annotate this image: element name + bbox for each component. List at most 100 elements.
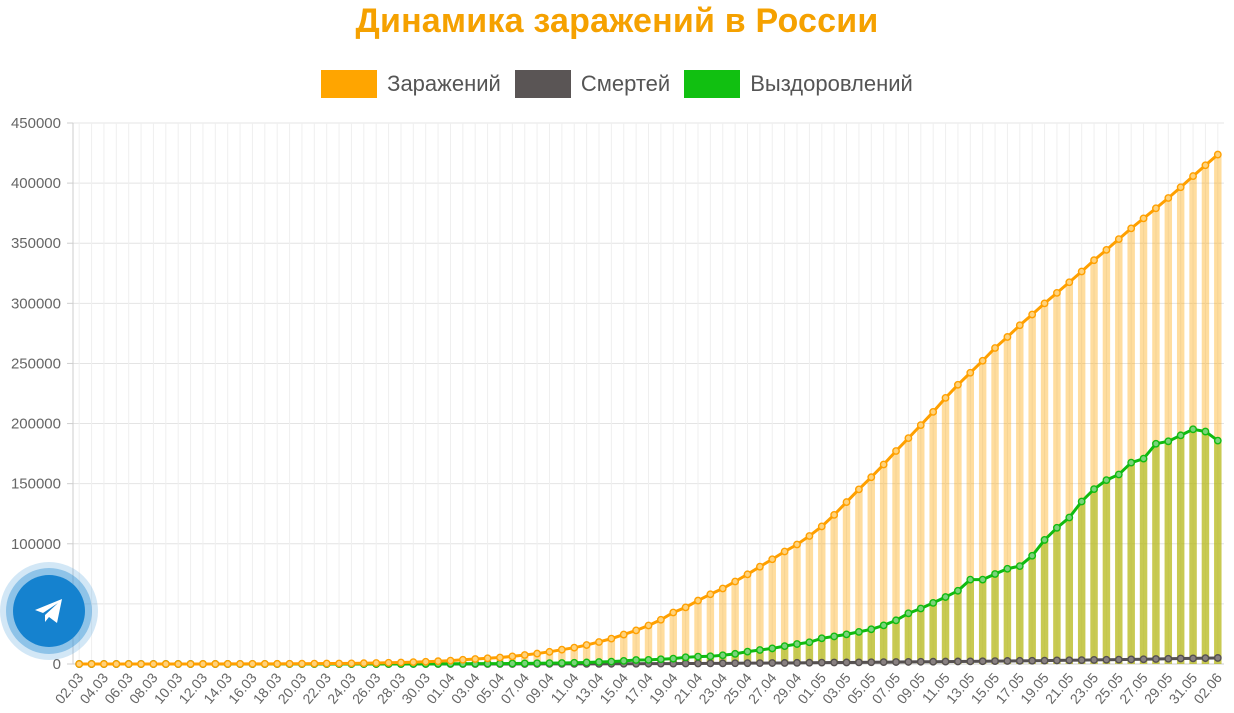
- point-recovered: [607, 657, 616, 666]
- point-infected: [161, 660, 170, 668]
- point-recovered: [805, 638, 814, 647]
- point-infected: [434, 657, 443, 666]
- point-infected: [681, 603, 690, 612]
- point-infected: [273, 659, 282, 668]
- point-infected: [978, 356, 987, 365]
- bar-infected: [966, 372, 974, 664]
- point-deaths: [1040, 656, 1049, 665]
- point-infected: [483, 654, 492, 663]
- bar-recovered: [805, 642, 814, 664]
- bar-infected: [1139, 218, 1148, 664]
- point-recovered: [867, 625, 876, 634]
- point-recovered: [929, 598, 938, 607]
- bar-infected: [632, 630, 640, 664]
- point-deaths: [879, 658, 888, 667]
- point-infected: [1077, 267, 1086, 276]
- point-recovered: [892, 616, 900, 625]
- bar-infected: [879, 464, 888, 664]
- bar-recovered: [904, 613, 913, 664]
- x-tick-label: 02.06: [1190, 669, 1225, 706]
- bar-recovered: [941, 597, 950, 664]
- point-infected: [446, 656, 455, 665]
- point-infected: [780, 547, 789, 556]
- legend-item-infected[interactable]: Заражений: [321, 70, 501, 98]
- point-recovered: [904, 609, 913, 618]
- bar-recovered: [756, 650, 764, 664]
- bar-infected: [1152, 208, 1160, 665]
- point-infected: [496, 653, 504, 662]
- legend-item-recovered[interactable]: Выздоровлений: [684, 70, 913, 98]
- point-deaths: [1053, 656, 1061, 665]
- point-infected: [260, 659, 269, 668]
- point-recovered: [681, 653, 690, 662]
- point-infected: [1015, 321, 1024, 330]
- point-infected: [817, 522, 826, 531]
- point-recovered: [941, 593, 950, 601]
- point-infected: [1040, 299, 1049, 308]
- bar-recovered: [780, 646, 789, 664]
- y-tick-label: 350000: [11, 235, 61, 252]
- point-deaths: [1077, 656, 1086, 664]
- bar-infected: [657, 619, 665, 664]
- point-infected: [1127, 224, 1136, 233]
- point-deaths: [941, 657, 950, 666]
- point-recovered: [1127, 458, 1136, 467]
- bar-infected: [780, 551, 789, 664]
- bar-infected: [743, 574, 752, 664]
- point-deaths: [854, 658, 863, 667]
- point-recovered: [1090, 485, 1098, 494]
- point-infected: [1164, 194, 1173, 202]
- point-recovered: [1139, 454, 1148, 463]
- bar-recovered: [1040, 539, 1049, 664]
- point-infected: [347, 659, 356, 668]
- point-infected: [186, 660, 195, 668]
- point-infected: [842, 498, 851, 506]
- bar-recovered: [743, 651, 752, 664]
- point-infected: [545, 647, 554, 656]
- bar-recovered: [1176, 435, 1185, 664]
- point-infected: [1139, 214, 1148, 223]
- point-infected: [322, 659, 331, 668]
- bar-infected: [1053, 292, 1061, 664]
- point-recovered: [1176, 431, 1185, 440]
- point-infected: [471, 655, 480, 663]
- point-recovered: [619, 656, 628, 665]
- point-infected: [384, 658, 393, 667]
- point-deaths: [1090, 656, 1098, 664]
- bar-infected: [1028, 314, 1036, 664]
- bar-infected: [867, 477, 875, 664]
- point-deaths: [817, 658, 826, 667]
- point-deaths: [780, 659, 789, 667]
- point-recovered: [1189, 425, 1197, 434]
- telegram-icon[interactable]: [13, 575, 85, 647]
- point-infected: [211, 660, 220, 668]
- point-infected: [830, 510, 839, 519]
- point-infected: [867, 473, 876, 482]
- point-recovered: [991, 570, 999, 578]
- point-infected: [149, 660, 158, 668]
- point-infected: [223, 660, 232, 668]
- bar-recovered: [1090, 489, 1098, 664]
- point-recovered: [1015, 562, 1024, 570]
- point-deaths: [892, 658, 900, 666]
- bar-recovered: [991, 574, 999, 664]
- bar-recovered: [1214, 440, 1222, 664]
- legend-swatch-recovered: [684, 70, 741, 98]
- telegram-button[interactable]: [0, 562, 98, 664]
- point-recovered: [966, 575, 975, 584]
- point-infected: [174, 660, 183, 668]
- point-infected: [124, 660, 133, 668]
- point-recovered: [916, 604, 925, 613]
- point-deaths: [1102, 655, 1111, 664]
- point-recovered: [694, 652, 702, 661]
- bar-recovered: [1139, 458, 1148, 664]
- y-tick-label: 450000: [11, 115, 61, 132]
- point-deaths: [916, 657, 925, 666]
- point-recovered: [743, 647, 752, 656]
- bar-infected: [1189, 176, 1197, 664]
- legend-item-deaths[interactable]: Смертей: [514, 70, 670, 98]
- bar-infected: [818, 526, 826, 664]
- bar-infected: [1065, 282, 1074, 664]
- bar-recovered: [830, 636, 838, 664]
- point-infected: [409, 658, 418, 667]
